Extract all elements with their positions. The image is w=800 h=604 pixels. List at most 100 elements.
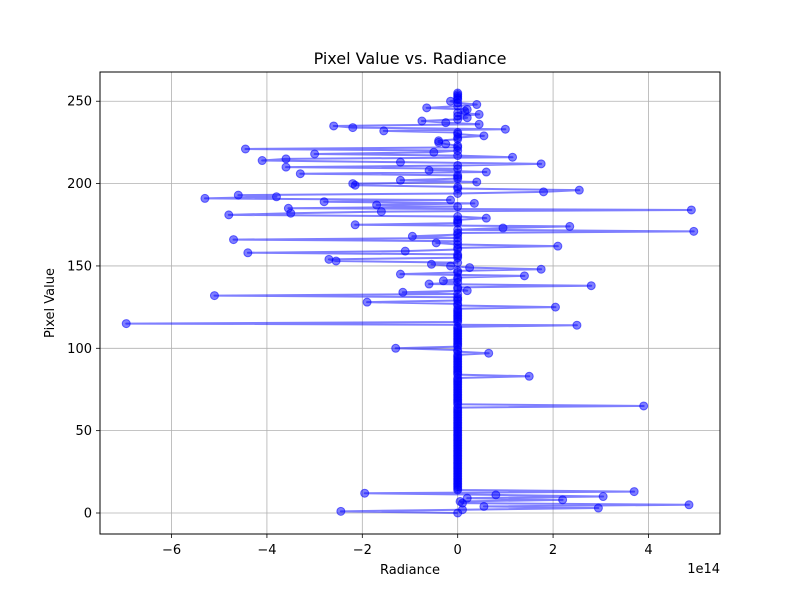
data-point [455, 496, 465, 506]
plot-frame [99, 71, 721, 535]
data-point [593, 503, 603, 513]
y-tick-label: 0 [84, 507, 92, 522]
data-point [271, 192, 281, 202]
data-point [453, 202, 463, 212]
data-point [462, 104, 472, 114]
data-point [484, 348, 494, 358]
data-point [243, 248, 253, 258]
marker-layer [121, 88, 699, 518]
chart-title: Pixel Value vs. Radiance [314, 49, 507, 68]
data-point [558, 495, 568, 505]
data-point [295, 169, 305, 179]
data-point [469, 198, 479, 208]
data-point [331, 256, 341, 266]
data-point [686, 205, 696, 215]
data-point [453, 182, 463, 192]
data-point [586, 281, 596, 291]
data-point [498, 223, 508, 233]
y-axis-label: Pixel Value [43, 268, 58, 338]
data-point [462, 493, 472, 503]
data-point [424, 279, 434, 289]
x-tick-label: 4 [644, 543, 652, 558]
data-point [391, 343, 401, 353]
data-point [519, 271, 529, 281]
data-point [336, 506, 346, 516]
data-point [424, 165, 434, 175]
data-point [481, 167, 491, 177]
data-point [362, 297, 372, 307]
data-point [453, 160, 463, 170]
data-point [395, 175, 405, 185]
data-point [229, 235, 239, 245]
x-tick-label: −6 [162, 543, 181, 558]
data-point [348, 179, 358, 189]
data-point [453, 88, 463, 98]
axis-ticks: −6 −4 −2 0 2 4 0 50 100 150 200 250 [67, 95, 652, 558]
data-point [281, 154, 291, 164]
data-point [481, 213, 491, 223]
data-point [500, 124, 510, 134]
data-point [395, 269, 405, 279]
x-tick-label: −4 [257, 543, 276, 558]
data-point [536, 159, 546, 169]
data-point [200, 193, 210, 203]
data-point [240, 144, 250, 154]
data-point [257, 156, 267, 166]
data-point [360, 488, 370, 498]
data-point [209, 291, 219, 301]
data-point [539, 187, 549, 197]
data-point [465, 263, 475, 273]
data-point [379, 126, 389, 136]
data-point [372, 200, 382, 210]
data-point [329, 121, 339, 131]
data-point [446, 261, 456, 271]
x-tick-label: −2 [353, 543, 372, 558]
data-point [438, 276, 448, 286]
data-point [281, 162, 291, 172]
data-point [574, 185, 584, 195]
data-point [417, 116, 427, 126]
data-point [639, 401, 649, 411]
data-point [446, 195, 456, 205]
data-point [491, 490, 501, 500]
data-point [426, 259, 436, 269]
data-point [565, 221, 575, 231]
data-point [462, 286, 472, 296]
data-point [121, 319, 131, 329]
data-point [441, 118, 451, 128]
data-point [479, 501, 489, 511]
data-point [453, 212, 463, 222]
data-point [283, 203, 293, 213]
data-point [536, 264, 546, 274]
data-point [319, 197, 329, 207]
data-point [453, 128, 463, 138]
y-tick-label: 250 [67, 95, 92, 110]
data-point [453, 266, 463, 276]
data-point [224, 210, 234, 220]
data-point [684, 500, 694, 510]
data-point [376, 207, 386, 217]
data-point [550, 302, 560, 312]
data-point [398, 287, 408, 297]
x-axis-label: Radiance [380, 563, 440, 578]
data-point [472, 177, 482, 187]
data-point [689, 226, 699, 236]
data-point [429, 147, 439, 157]
data-point [310, 149, 320, 159]
y-tick-label: 50 [75, 424, 92, 439]
data-point [474, 109, 484, 119]
data-point [629, 487, 639, 497]
x-tick-label: 2 [549, 543, 557, 558]
data-point [572, 320, 582, 330]
data-point [472, 100, 482, 110]
data-point [479, 131, 489, 141]
y-tick-label: 200 [67, 177, 92, 192]
data-point [400, 246, 410, 256]
data-point [422, 103, 432, 113]
data-point [350, 220, 360, 230]
x-tick-label: 0 [454, 543, 462, 558]
data-point [395, 157, 405, 167]
